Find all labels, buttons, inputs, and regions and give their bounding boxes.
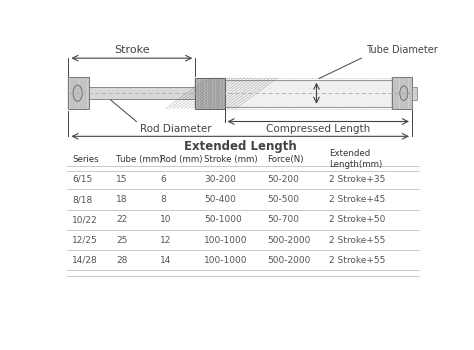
Text: Extended Length: Extended Length [184,140,297,153]
Text: 2 Stroke+35: 2 Stroke+35 [329,175,386,184]
Text: 500-2000: 500-2000 [267,236,310,245]
Text: 30-200: 30-200 [204,175,236,184]
Bar [195,78,225,108]
Text: 12/25: 12/25 [72,236,98,245]
Text: 8: 8 [160,195,166,204]
Bar [89,87,204,99]
Text: Stroke (mm): Stroke (mm) [204,155,258,164]
Text: Compressed Length: Compressed Length [266,124,370,134]
Text: 50-1000: 50-1000 [204,215,242,224]
Text: 10: 10 [160,215,172,224]
Text: 500-2000: 500-2000 [267,256,310,265]
Text: 25: 25 [116,236,128,245]
Text: 100-1000: 100-1000 [204,256,248,265]
Text: Tube (mm): Tube (mm) [116,155,163,164]
Text: 50-200: 50-200 [267,175,299,184]
Ellipse shape [400,86,408,100]
Bar [392,77,412,109]
Bar [412,87,418,100]
Text: 28: 28 [116,256,128,265]
Text: 50-500: 50-500 [267,195,299,204]
Bar [225,80,392,107]
Text: 2 Stroke+55: 2 Stroke+55 [329,256,386,265]
Text: 2 Stroke+55: 2 Stroke+55 [329,236,386,245]
Text: 10/22: 10/22 [72,215,98,224]
Text: 14/28: 14/28 [72,256,98,265]
Text: Force(N): Force(N) [267,155,303,164]
Text: 15: 15 [116,175,128,184]
Text: Rod Diameter: Rod Diameter [140,124,212,134]
Text: 50-700: 50-700 [267,215,299,224]
Text: 8/18: 8/18 [72,195,92,204]
Text: Stroke: Stroke [114,45,150,55]
Text: 2 Stroke+50: 2 Stroke+50 [329,215,386,224]
Text: 22: 22 [116,215,128,224]
Text: 6/15: 6/15 [72,175,92,184]
Bar [68,77,89,109]
Text: 18: 18 [116,195,128,204]
Text: Extended
Length(mm): Extended Length(mm) [329,149,383,169]
Text: 14: 14 [160,256,172,265]
Text: Series: Series [72,155,99,164]
Text: 50-400: 50-400 [204,195,236,204]
Text: 100-1000: 100-1000 [204,236,248,245]
Text: 12: 12 [160,236,172,245]
Text: Tube Diameter: Tube Diameter [366,46,438,55]
Text: Rod (mm): Rod (mm) [160,155,203,164]
Ellipse shape [73,85,82,101]
Text: 6: 6 [160,175,166,184]
Text: 2 Stroke+45: 2 Stroke+45 [329,195,385,204]
